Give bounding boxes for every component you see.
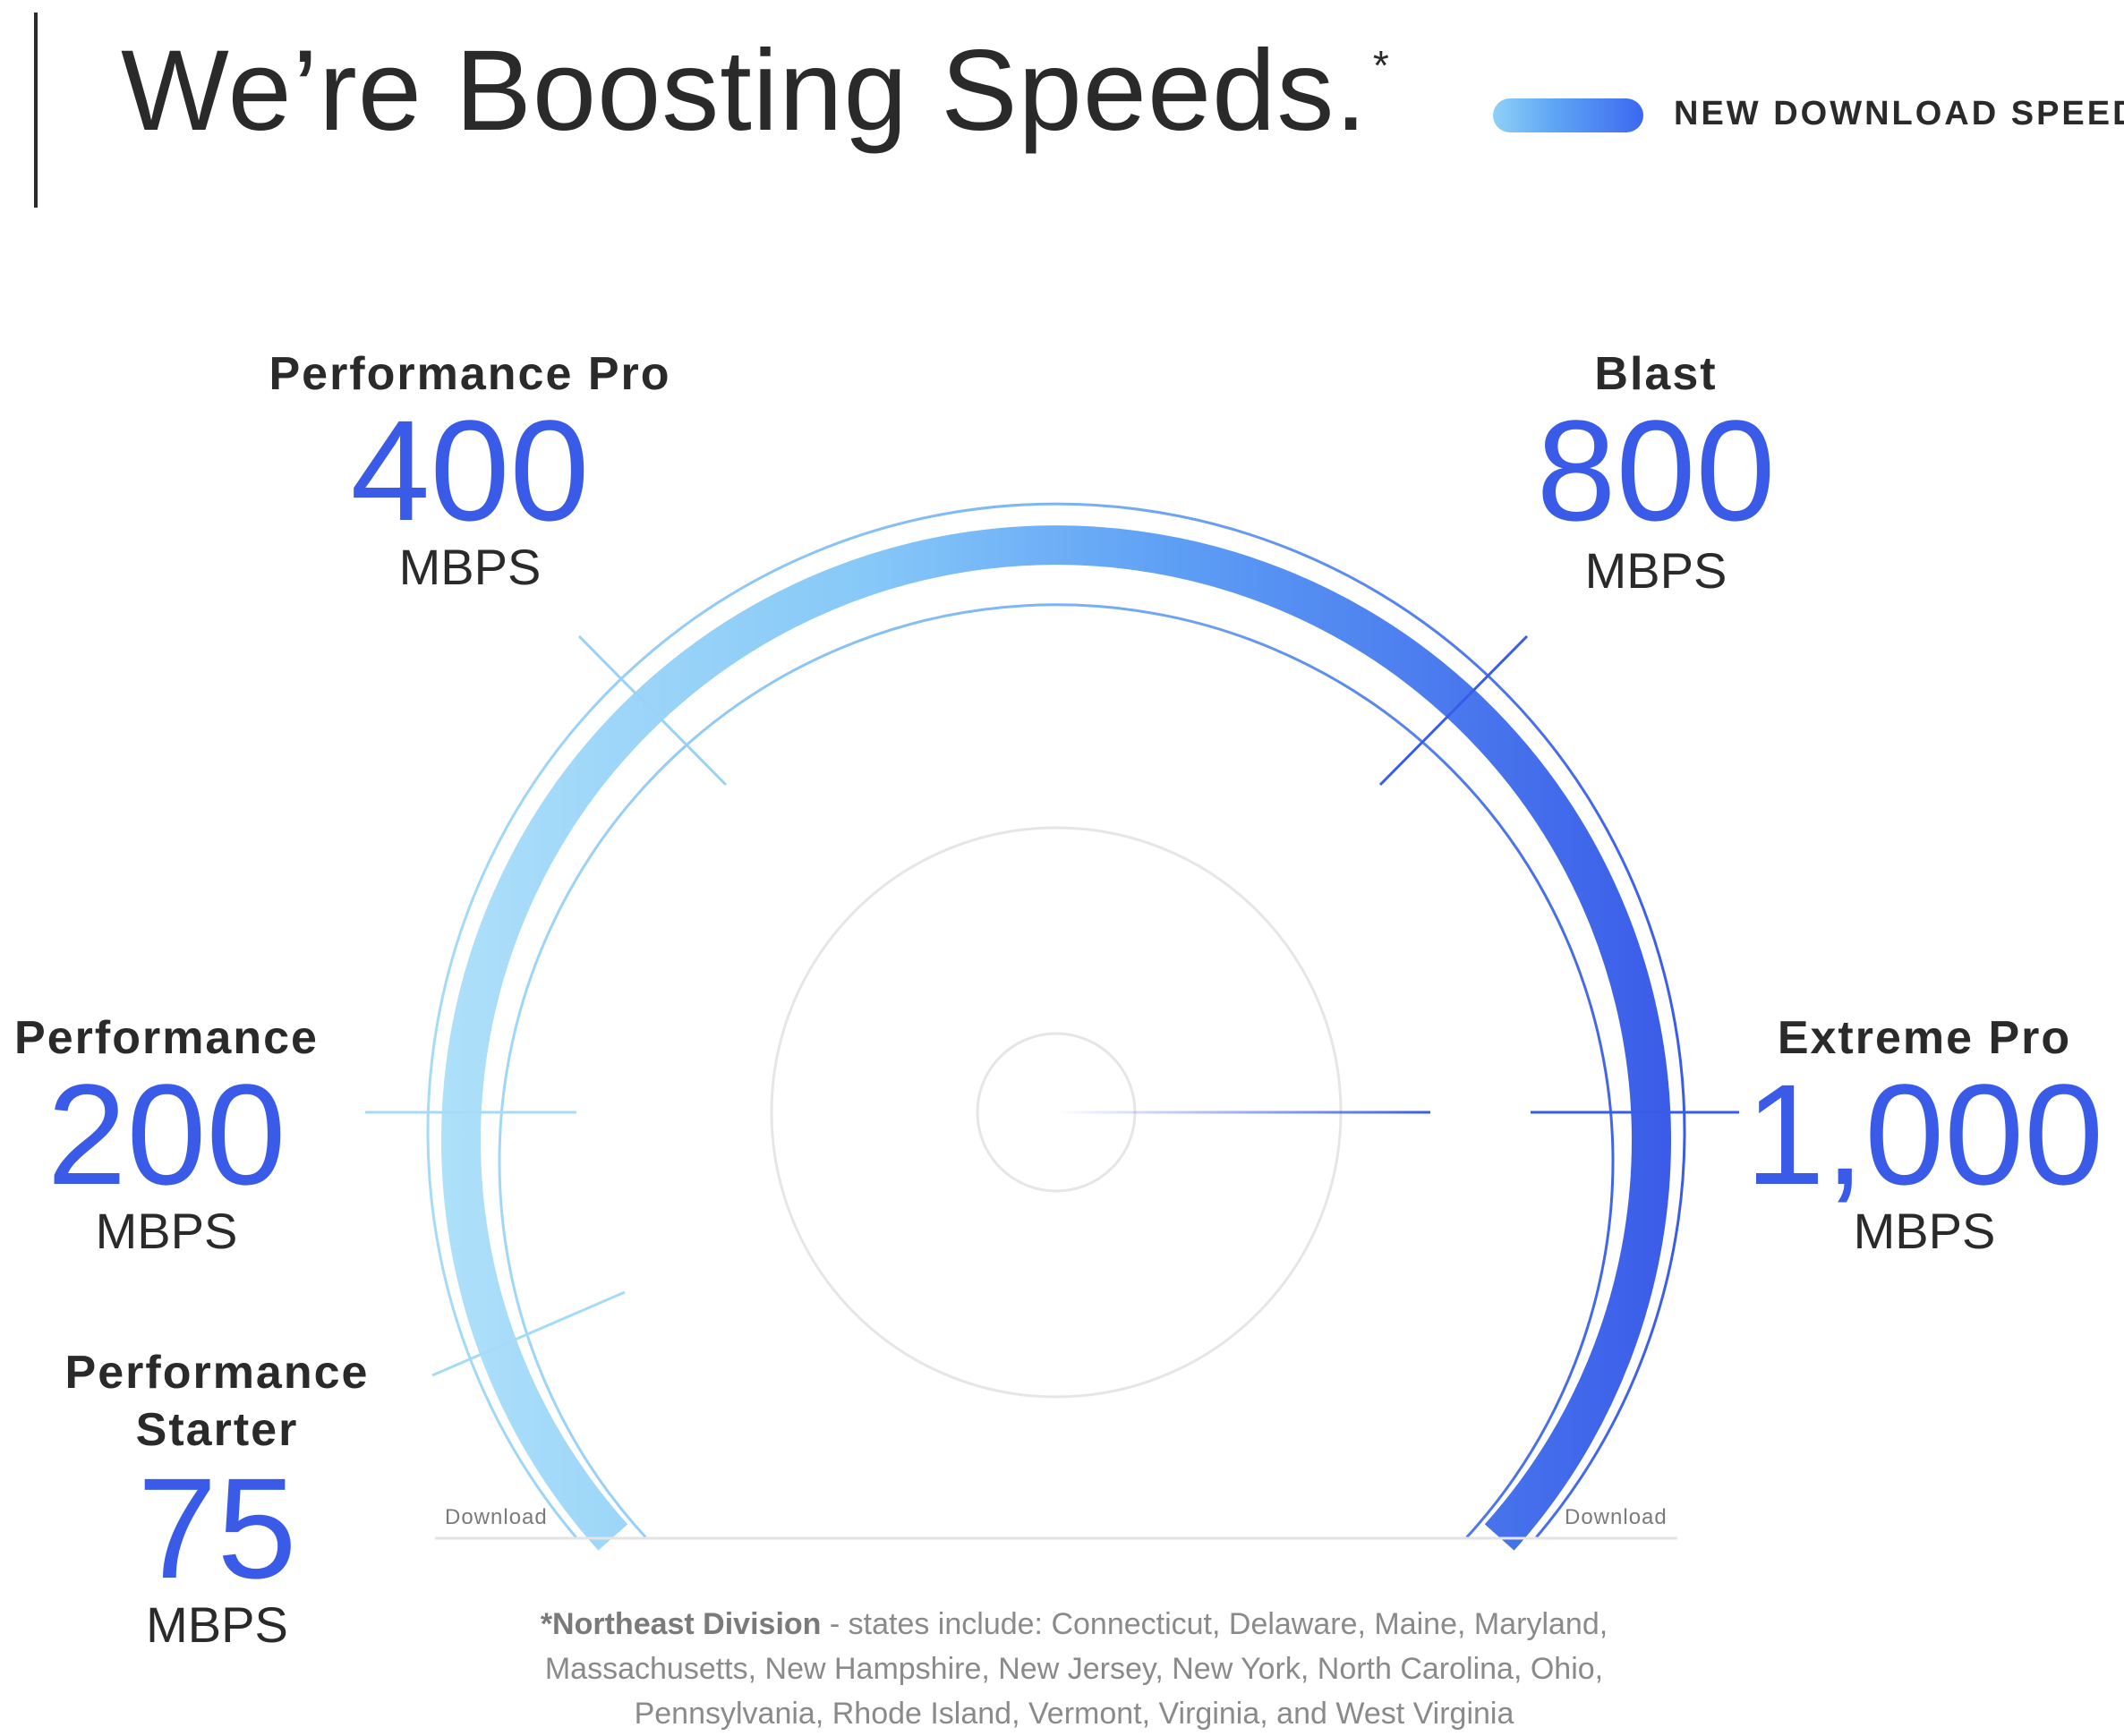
gauge-left-download-label: Download — [445, 1505, 548, 1529]
tier-extreme-pro: Extreme Pro 1,000 MBPS — [1736, 1009, 2112, 1260]
gauge-speed-band — [441, 525, 1671, 1551]
tier-performance-starter: Performance Starter 75 MBPS — [45, 1344, 389, 1654]
tier-performance-pro: Performance Pro 400 MBPS — [233, 345, 707, 596]
gauge-outer-ring — [426, 502, 1686, 1538]
tier-speed: 1,000 — [1744, 1054, 2104, 1214]
footnote: *Northeast Division - states include: Co… — [448, 1602, 1701, 1736]
tier-unit: MBPS — [398, 539, 542, 595]
tick-400 — [577, 634, 728, 787]
tier-name: Performance Starter — [64, 1347, 370, 1456]
tier-speed: 200 — [47, 1054, 286, 1214]
footnote-text: - states include: Connecticut, Delaware,… — [544, 1607, 1608, 1731]
gauge-inner-ring — [498, 603, 1615, 1539]
tier-name: Performance — [14, 1012, 319, 1064]
tier-speed: 400 — [350, 390, 590, 550]
tier-unit: MBPS — [1584, 542, 1727, 599]
tick-75 — [431, 1290, 626, 1377]
tier-unit: MBPS — [1853, 1203, 1996, 1259]
title-footnote-marker: * — [1372, 42, 1390, 89]
legend-swatch — [1493, 98, 1643, 132]
title-accent-bar — [34, 13, 38, 208]
tier-performance: Performance 200 MBPS — [0, 1009, 333, 1260]
tier-speed: 800 — [1536, 390, 1776, 550]
tier-speed: 75 — [137, 1448, 297, 1608]
gauge-right-download-label: Download — [1565, 1505, 1668, 1529]
tick-800 — [1378, 634, 1529, 787]
tier-name: Blast — [1594, 348, 1718, 400]
tier-name: Performance Pro — [269, 348, 671, 400]
footnote-lead: *Northeast Division — [540, 1607, 822, 1641]
tier-unit: MBPS — [146, 1596, 288, 1653]
tier-unit: MBPS — [95, 1203, 238, 1259]
tier-blast: Blast 800 MBPS — [1477, 345, 1835, 600]
page-title: We’re Boosting Speeds. * — [121, 27, 1390, 155]
legend-label: NEW DOWNLOAD SPEED — [1674, 95, 2124, 132]
tier-name: Extreme Pro — [1777, 1012, 2072, 1064]
